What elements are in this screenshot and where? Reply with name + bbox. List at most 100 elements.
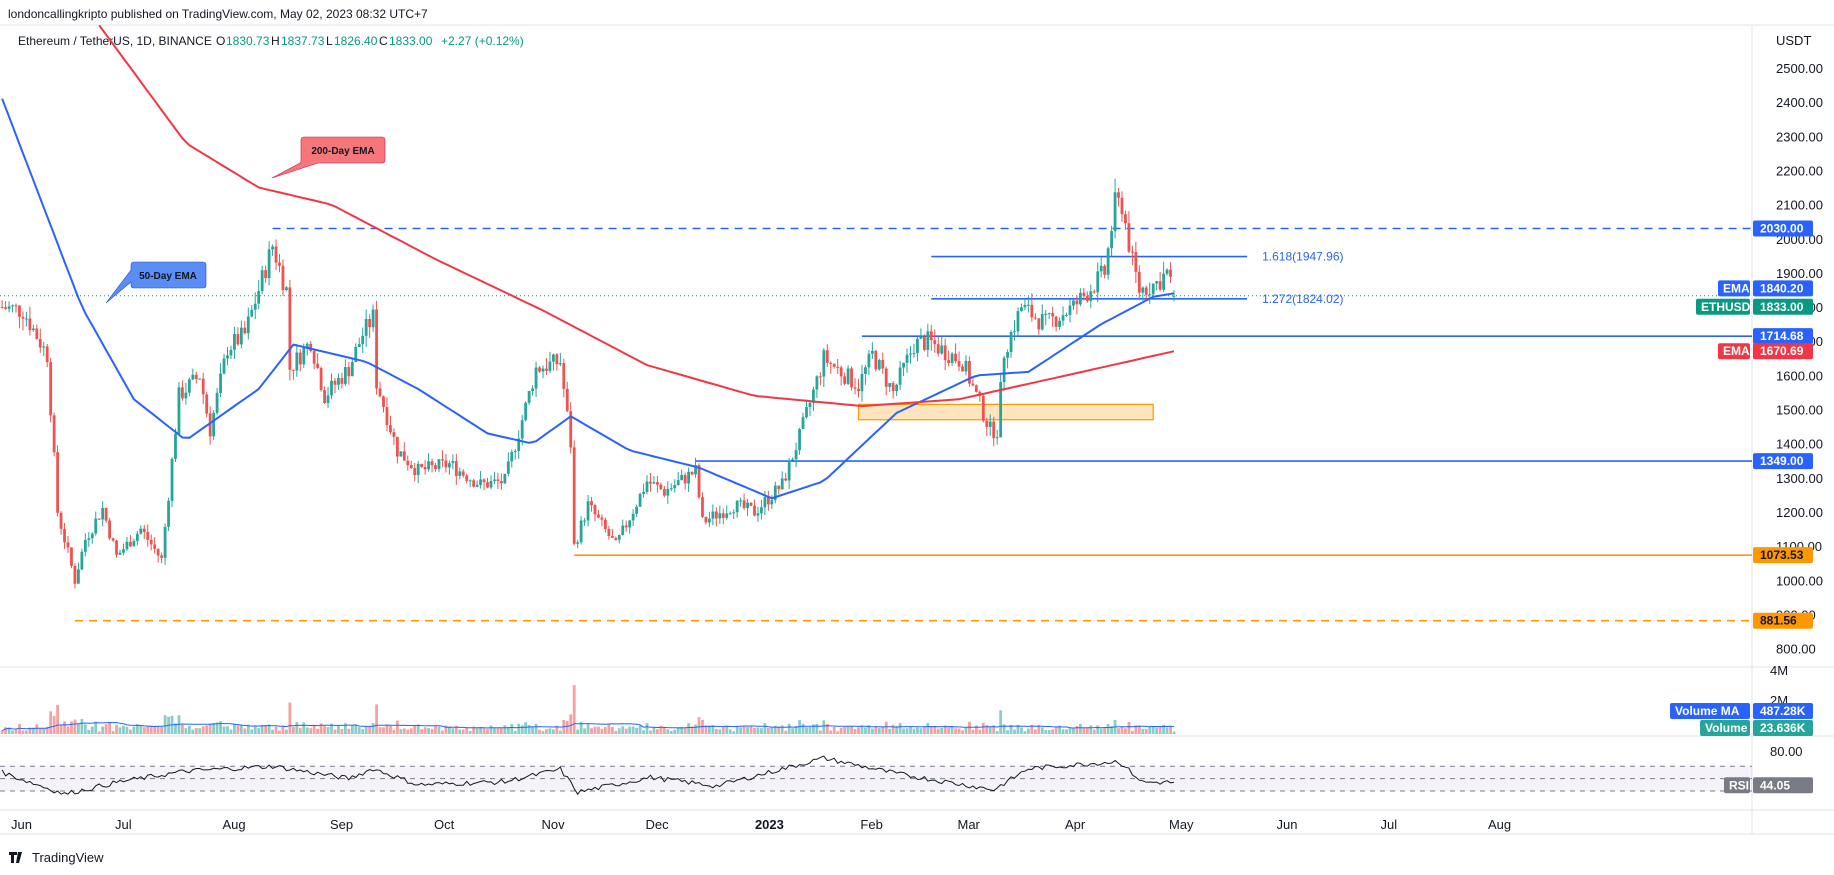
candle-body bbox=[1065, 314, 1068, 316]
volume-bar bbox=[607, 724, 611, 734]
volume-bar bbox=[4, 727, 7, 734]
candle-body bbox=[38, 338, 42, 348]
candle-body bbox=[1148, 294, 1152, 296]
volume-bar bbox=[142, 727, 146, 734]
candle-body bbox=[1085, 295, 1089, 302]
candle-body bbox=[416, 463, 420, 476]
candle-body bbox=[101, 507, 105, 520]
candle-body bbox=[954, 353, 957, 362]
candle-body bbox=[590, 501, 593, 506]
candle-body bbox=[739, 500, 743, 502]
candle-body bbox=[194, 374, 198, 380]
volume-bar bbox=[631, 726, 635, 734]
x-tick-label: Jul bbox=[1380, 817, 1397, 832]
candle-body bbox=[1137, 271, 1141, 293]
volume-bar bbox=[1033, 729, 1037, 734]
volume-bar bbox=[212, 723, 216, 734]
x-tick-label: Aug bbox=[1488, 817, 1511, 832]
callout-200-label: 200-Day EMA bbox=[311, 146, 374, 157]
volume-bar bbox=[101, 726, 105, 734]
candle-body bbox=[867, 353, 871, 368]
candle-body bbox=[354, 346, 358, 362]
volume-bar bbox=[1037, 724, 1041, 734]
volume-bar bbox=[867, 725, 871, 734]
volume-bar bbox=[590, 728, 593, 734]
candle-body bbox=[389, 425, 392, 433]
tradingview-logo[interactable]: TradingView bbox=[9, 850, 104, 865]
volume-bar bbox=[236, 725, 240, 734]
volume-bar bbox=[950, 726, 954, 734]
candle-body bbox=[517, 438, 521, 452]
level-tag-bg bbox=[1753, 453, 1813, 470]
candle-body bbox=[250, 309, 254, 317]
volume-bar bbox=[108, 722, 112, 734]
volume-bar bbox=[995, 731, 999, 734]
volume-bar bbox=[1047, 730, 1051, 734]
candle-body bbox=[860, 374, 864, 392]
volume-bar bbox=[988, 726, 992, 734]
volume-bar bbox=[246, 724, 250, 734]
candle-body bbox=[610, 536, 614, 538]
rsi-pane: 80.00 bbox=[0, 744, 1803, 796]
candle-body bbox=[0, 307, 4, 309]
volume-bar bbox=[1172, 731, 1176, 734]
volume-bar bbox=[475, 728, 479, 734]
candle-body bbox=[746, 502, 749, 509]
volume-bar bbox=[1051, 729, 1055, 734]
candle-body bbox=[212, 412, 216, 437]
volume-ma-line bbox=[1, 721, 1175, 732]
candle-body bbox=[378, 388, 382, 397]
candle-body bbox=[291, 369, 295, 371]
ema-50-line bbox=[1, 98, 1175, 500]
volume-bar bbox=[947, 727, 951, 734]
volume-bar bbox=[884, 721, 888, 734]
volume-bar bbox=[160, 726, 164, 734]
candle-body bbox=[239, 327, 243, 345]
candle-body bbox=[177, 387, 181, 434]
candle-body bbox=[201, 378, 205, 395]
volume-bar bbox=[357, 727, 361, 734]
candle-body bbox=[236, 334, 240, 345]
volume-bar bbox=[135, 724, 139, 734]
candle-body bbox=[94, 518, 98, 534]
volume-bar bbox=[822, 720, 826, 734]
candle-body bbox=[1151, 283, 1155, 295]
volume-bar bbox=[711, 725, 715, 734]
volume-bar bbox=[877, 728, 881, 734]
candle-body bbox=[513, 451, 517, 453]
fib-label: 1.618(1947.96) bbox=[1262, 250, 1343, 264]
volume-bar bbox=[569, 714, 573, 734]
candle-body bbox=[375, 309, 378, 389]
candle-body bbox=[562, 363, 566, 389]
volume-bar bbox=[614, 730, 618, 734]
candle-body bbox=[971, 383, 975, 386]
candle-body bbox=[298, 352, 302, 365]
candle-body bbox=[1016, 311, 1020, 332]
volume-bar bbox=[59, 724, 63, 734]
volume-bar bbox=[1023, 731, 1027, 734]
x-tick-label: 2023 bbox=[755, 817, 784, 832]
volume-bar bbox=[52, 716, 56, 734]
volume-bar bbox=[1124, 728, 1127, 734]
volume-bar bbox=[1078, 723, 1082, 734]
volume-bar bbox=[454, 725, 458, 734]
volume-bar bbox=[257, 728, 261, 734]
volume-bar bbox=[943, 725, 947, 734]
candle-body bbox=[243, 327, 247, 334]
volume-bar bbox=[447, 726, 451, 734]
candle-body bbox=[503, 473, 507, 484]
volume-bar bbox=[132, 726, 136, 734]
volume-bar bbox=[718, 729, 722, 734]
candle-body bbox=[1106, 248, 1110, 275]
candle-body bbox=[631, 513, 635, 521]
volume-bar bbox=[253, 725, 257, 734]
volume-bar bbox=[201, 726, 205, 734]
volume-bar bbox=[444, 725, 448, 734]
volume-bar bbox=[25, 730, 28, 734]
candle-body bbox=[149, 539, 153, 545]
candle-body bbox=[760, 507, 763, 514]
volume-bar bbox=[239, 725, 243, 734]
candle-body bbox=[163, 526, 167, 558]
volume-bar bbox=[506, 726, 510, 734]
